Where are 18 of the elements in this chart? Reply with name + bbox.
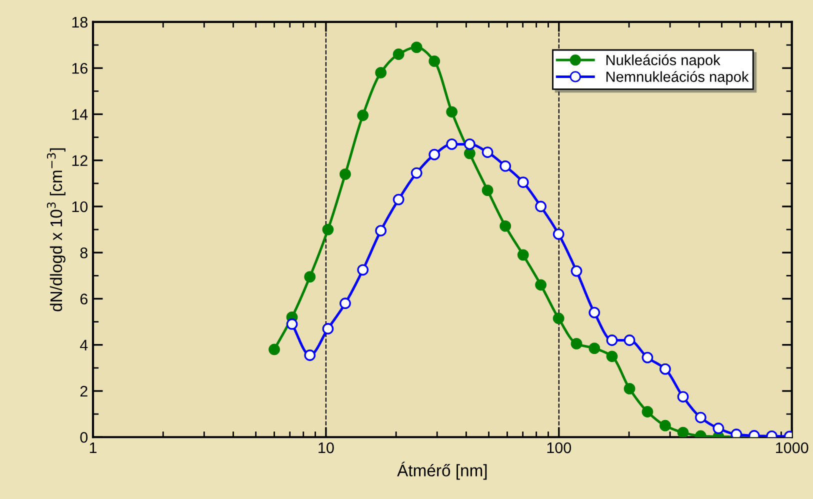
y-axis-title: dN/dlogd x 10$^{3}$ [cm$^{−3}$] bbox=[46, 148, 66, 312]
y-tick-label: 10 bbox=[72, 201, 88, 212]
y-tick-label: 0 bbox=[80, 432, 88, 443]
y-tick-label: 16 bbox=[72, 62, 88, 74]
y-tick-label: 8 bbox=[80, 247, 88, 258]
y-tick-label: 14 bbox=[72, 109, 88, 120]
x-axis-title: Átmérő [nm] bbox=[397, 462, 487, 480]
y-tick-label: 4 bbox=[80, 340, 88, 350]
legend-label: Nemnukleációs napok bbox=[606, 71, 749, 85]
y-tick-label: 6 bbox=[80, 294, 88, 304]
x-tick-label: 100 bbox=[547, 442, 572, 454]
x-tick-label: 1000 bbox=[776, 442, 808, 454]
y-tick-label: 12 bbox=[72, 155, 88, 166]
x-tick-label: 1 bbox=[90, 442, 97, 454]
legend-label: Nukleációs napok bbox=[606, 54, 720, 68]
y-tick-label: 2 bbox=[80, 386, 88, 397]
x-tick-label: 10 bbox=[318, 442, 334, 454]
y-tick-label: 18 bbox=[72, 16, 88, 28]
